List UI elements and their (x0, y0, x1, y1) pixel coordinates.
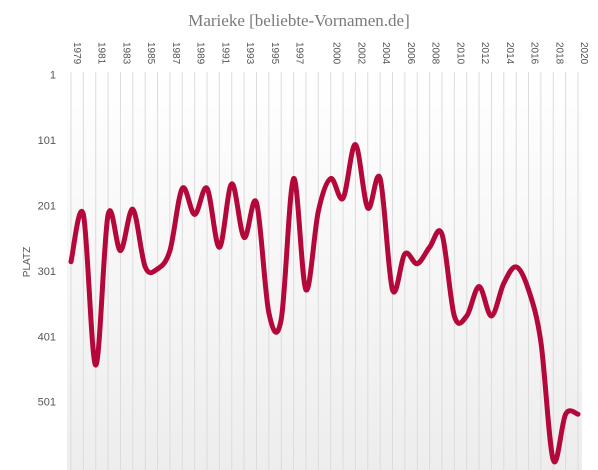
data-point[interactable] (476, 284, 482, 290)
x-axis-ticks: 1979 1981 1983 1985 1987 1989 1991 1993 1995 1997… (71, 42, 589, 65)
data-point[interactable] (278, 316, 284, 322)
y-tick-label: 101 (38, 135, 56, 147)
data-point[interactable] (575, 411, 581, 417)
data-point[interactable] (117, 248, 123, 254)
data-point[interactable] (204, 185, 210, 191)
data-point[interactable] (303, 287, 309, 293)
data-point[interactable] (291, 176, 297, 182)
y-tick-label: 1 (50, 70, 56, 82)
data-point[interactable] (513, 264, 519, 270)
data-point[interactable] (105, 212, 111, 218)
x-tick-label: 1993 (244, 42, 255, 65)
data-point[interactable] (414, 261, 420, 267)
grid-lines (70, 72, 579, 470)
data-point[interactable] (142, 264, 148, 270)
plot-background (67, 72, 582, 470)
data-point[interactable] (439, 231, 445, 237)
data-point[interactable] (266, 310, 272, 316)
x-tick-label: 2018 (553, 42, 564, 65)
data-point[interactable] (68, 259, 74, 265)
data-point[interactable] (451, 313, 457, 319)
data-point[interactable] (488, 313, 494, 319)
data-point[interactable] (80, 212, 86, 218)
data-point[interactable] (352, 142, 358, 148)
data-point[interactable] (402, 251, 408, 257)
data-point[interactable] (390, 287, 396, 293)
x-tick-label: 2014 (504, 42, 515, 65)
x-tick-label: 1991 (219, 42, 230, 65)
data-point[interactable] (501, 280, 507, 286)
data-point[interactable] (328, 176, 334, 182)
y-tick-label: 401 (38, 331, 56, 343)
data-point[interactable] (464, 313, 470, 319)
x-tick-label: 2004 (380, 42, 391, 65)
x-tick-label: 1995 (269, 42, 280, 65)
y-axis-ticks: 1 101 201 301 401 501 (38, 70, 56, 409)
data-point[interactable] (241, 234, 247, 240)
series-line (68, 142, 581, 465)
chart-title: Marieke [beliebte-Vornamen.de] (188, 11, 410, 30)
y-tick-label: 201 (38, 200, 56, 212)
data-point[interactable] (192, 212, 198, 218)
data-point[interactable] (167, 248, 173, 254)
data-point[interactable] (563, 411, 569, 417)
data-point[interactable] (179, 185, 185, 191)
x-tick-label: 2008 (430, 42, 441, 65)
data-point[interactable] (130, 206, 136, 212)
y-tick-label: 501 (38, 397, 56, 409)
x-tick-label: 2002 (355, 42, 366, 65)
x-tick-label: 1989 (195, 42, 206, 65)
data-point[interactable] (229, 181, 235, 187)
x-tick-label: 2020 (578, 42, 589, 65)
y-axis-label: PLATZ (22, 247, 33, 277)
x-tick-label: 2012 (479, 42, 490, 65)
data-point[interactable] (377, 176, 383, 182)
x-tick-label: 2010 (454, 42, 465, 65)
x-tick-label: 1981 (96, 42, 107, 65)
x-tick-label: 1979 (71, 42, 82, 65)
x-tick-label: 1987 (170, 42, 181, 65)
data-point[interactable] (526, 287, 532, 293)
data-point[interactable] (253, 200, 259, 206)
data-point[interactable] (315, 208, 321, 214)
y-tick-label: 301 (38, 266, 56, 278)
x-tick-label: 1997 (294, 42, 305, 65)
data-point[interactable] (538, 339, 544, 345)
x-tick-label: 2006 (405, 42, 416, 65)
data-point[interactable] (365, 205, 371, 211)
data-point[interactable] (550, 457, 556, 463)
data-point[interactable] (427, 244, 433, 250)
x-tick-label: 2000 (331, 42, 342, 65)
series-group (68, 142, 581, 465)
data-point[interactable] (155, 266, 161, 272)
x-tick-label: 2016 (529, 42, 540, 65)
x-tick-label: 1983 (120, 42, 131, 65)
data-point[interactable] (216, 244, 222, 250)
data-point[interactable] (340, 195, 346, 201)
x-tick-label: 1985 (145, 42, 156, 65)
data-point[interactable] (93, 362, 99, 368)
